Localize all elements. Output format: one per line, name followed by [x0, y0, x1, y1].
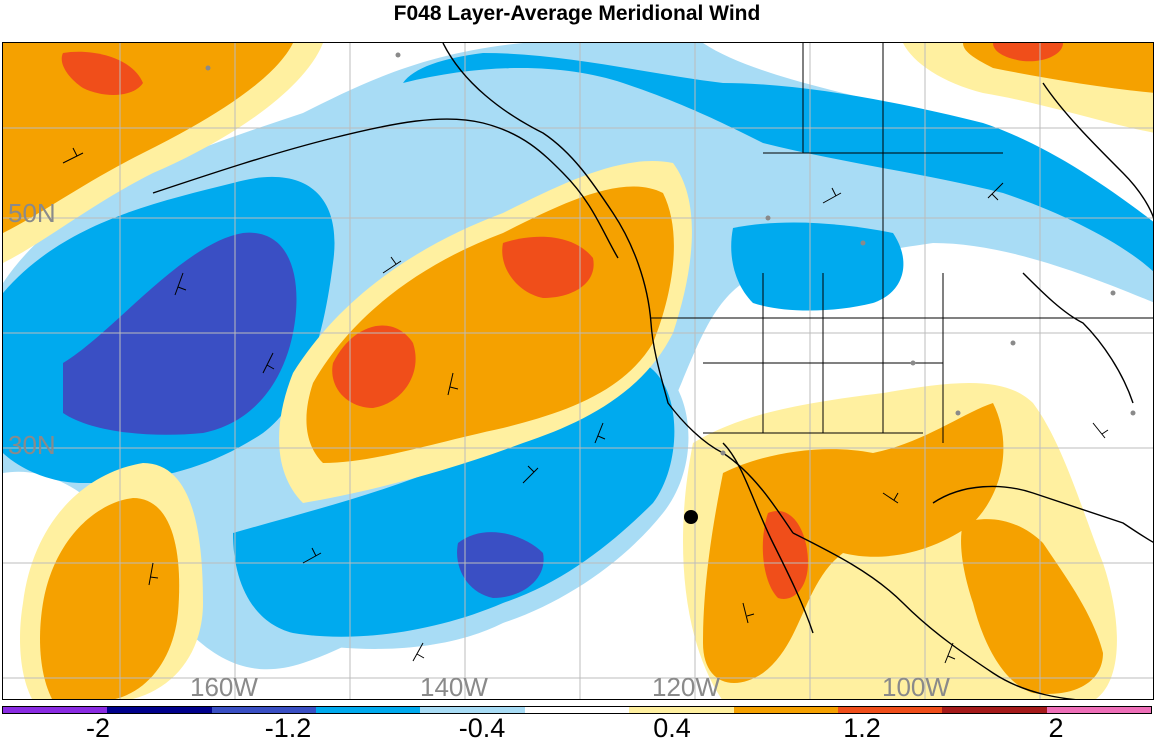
colorbar-segment — [316, 707, 421, 713]
strong-negative-region-south — [457, 532, 544, 598]
lon-label-100w: 100W — [882, 672, 950, 702]
colorbar-segment — [837, 707, 943, 713]
positive-region-mexico — [703, 403, 1004, 683]
map-panel — [2, 42, 1154, 700]
strong-positive-region-north — [502, 236, 594, 298]
colorbar-segment — [420, 707, 525, 713]
colorbar-segment — [524, 707, 630, 713]
lon-label-160w: 160W — [190, 672, 258, 702]
location-marker — [684, 510, 698, 524]
chart-title: F048 Layer-Average Meridional Wind — [393, 2, 761, 25]
coastlines — [152, 43, 1153, 699]
strong-positive-region-northwest — [61, 51, 143, 95]
negative-region-south — [233, 363, 675, 637]
colorbar-segment — [733, 707, 838, 713]
strong-positive-region-mexico — [762, 511, 808, 599]
positive-region-southwest — [40, 498, 180, 699]
colorbar-segment — [3, 707, 108, 713]
strong-positive-region-central — [332, 325, 416, 408]
strong-positive-region-northeast — [993, 43, 1063, 62]
lon-label-140w: 140W — [420, 672, 488, 702]
wind-field-map — [3, 43, 1153, 699]
colorbar-label: 2 — [1048, 713, 1064, 743]
lat-label-50n: 50N — [8, 198, 56, 228]
lat-label-30n: 30N — [8, 430, 56, 460]
lon-label-120w: 120W — [652, 672, 720, 702]
colorbar-label: 1.2 — [843, 713, 881, 743]
colorbar-segment — [211, 707, 317, 713]
positive-region-northwest — [3, 43, 293, 233]
colorbar-segment — [107, 707, 212, 713]
strong-negative-region-west — [63, 232, 297, 435]
colorbar-label: 0.4 — [653, 713, 691, 743]
political-borders — [651, 43, 1153, 443]
wind-barbs — [62, 147, 1109, 664]
colorbar-label: -1.2 — [264, 713, 312, 743]
colorbar-label: -0.4 — [458, 713, 506, 743]
station-points — [205, 52, 1136, 456]
colorbar-segment — [942, 707, 1047, 713]
colorbar-segment — [1046, 707, 1151, 713]
negative-region-plains — [731, 222, 904, 311]
graticule — [3, 43, 1153, 699]
colorbar-segment — [629, 707, 734, 713]
colorbar-label: -2 — [85, 713, 111, 743]
negative-region-north — [403, 53, 1153, 272]
colorbar — [2, 706, 1152, 714]
